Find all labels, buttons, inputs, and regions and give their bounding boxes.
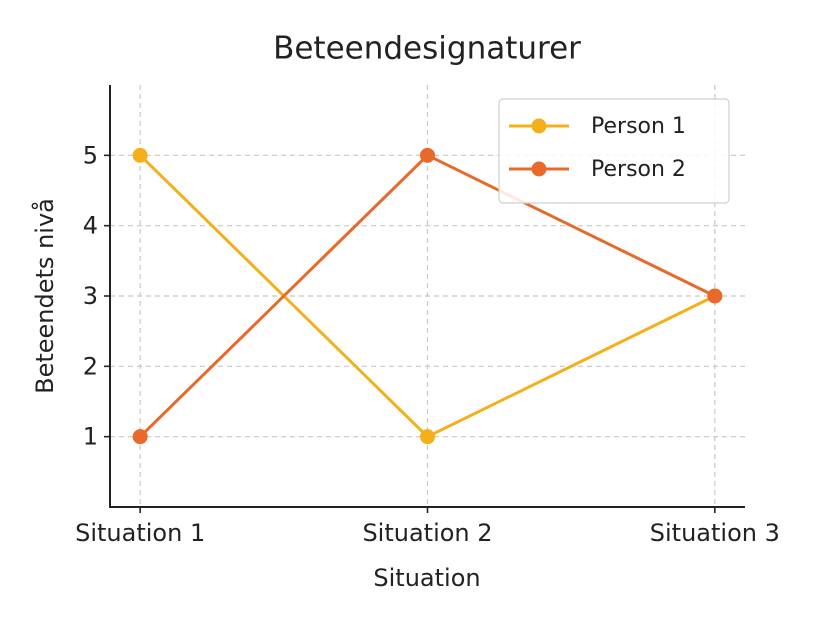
legend-marker [531,161,547,177]
data-point [707,288,723,304]
chart-title: Beteendesignaturer [273,31,581,67]
y-tick-label: 3 [83,282,98,310]
x-tick-label: Situation 3 [650,519,780,547]
data-point [132,429,148,445]
data-point [132,147,148,163]
legend-label: Person 2 [591,157,686,182]
y-tick-label: 4 [83,212,98,240]
x-axis-label: Situation [373,564,480,592]
x-tick-label: Situation 2 [362,519,492,547]
data-point [420,429,435,445]
y-tick-label: 2 [83,352,98,380]
legend-marker [531,118,547,134]
y-tick-label: 5 [83,141,98,169]
data-point [420,147,435,163]
y-axis-label: Beteendets nivå [30,198,59,394]
y-tick-label: 1 [83,423,98,451]
x-tick-label: Situation 1 [75,519,205,547]
legend-label: Person 1 [591,114,686,139]
